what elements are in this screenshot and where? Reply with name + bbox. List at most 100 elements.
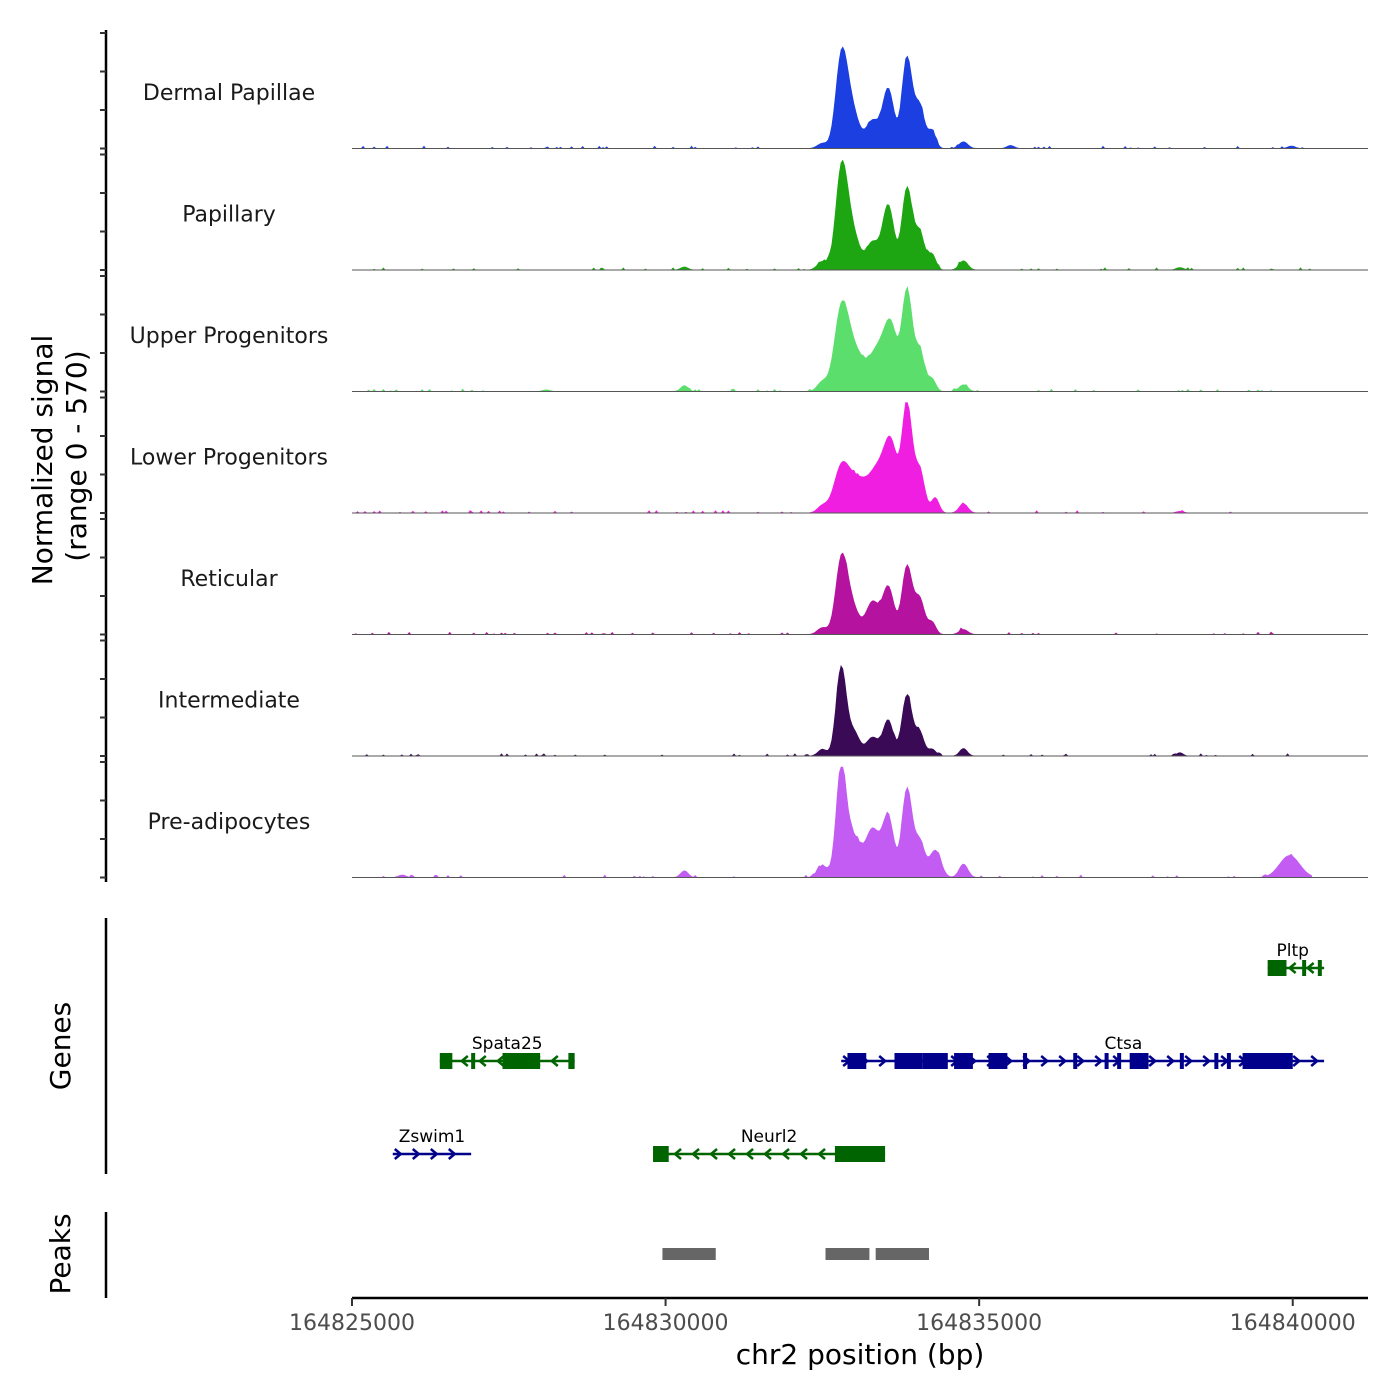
peaks-panel-label: Peaks bbox=[44, 1213, 77, 1294]
gene-spata25: Spata25 bbox=[439, 1034, 575, 1069]
gene-exon bbox=[847, 1053, 867, 1069]
gene-exon bbox=[471, 1053, 476, 1069]
track-label: Upper Progenitors bbox=[130, 324, 329, 349]
track-papillary: Papillary bbox=[182, 159, 1368, 271]
track-reticular: Reticular bbox=[180, 552, 1368, 635]
strand-arrow bbox=[1076, 1055, 1086, 1067]
gene-exon bbox=[1226, 1053, 1231, 1069]
gene-exon bbox=[1242, 1053, 1293, 1069]
signal-area bbox=[352, 285, 1312, 392]
gene-exon bbox=[1073, 1053, 1078, 1069]
track-label: Intermediate bbox=[158, 689, 300, 714]
strand-arrow bbox=[459, 1055, 469, 1067]
gene-exon bbox=[894, 1053, 923, 1069]
track-lower-progenitors: Lower Progenitors bbox=[130, 402, 1368, 514]
gene-exon bbox=[1023, 1053, 1028, 1069]
gene-exon bbox=[922, 1053, 948, 1069]
x-tick-label: 164835000 bbox=[916, 1311, 1042, 1336]
y-axis-title: Normalized signal bbox=[26, 335, 59, 586]
gene-pltp: Pltp bbox=[1267, 941, 1325, 976]
strand-arrow bbox=[393, 1148, 403, 1160]
signal-panel: Dermal Papillae Papillary Upper Progenitor… bbox=[100, 30, 1368, 882]
x-tick-label: 164830000 bbox=[603, 1311, 729, 1336]
strand-arrow bbox=[495, 1055, 505, 1067]
track-pre-adipocytes: Pre-adipocytes bbox=[148, 766, 1368, 878]
gene-exon bbox=[1267, 960, 1287, 976]
strand-arrow bbox=[1287, 962, 1297, 974]
track-label: Dermal Papillae bbox=[143, 81, 315, 106]
x-tick-label: 164825000 bbox=[289, 1311, 415, 1336]
gene-exon bbox=[988, 1053, 1008, 1069]
strand-arrow bbox=[1058, 1055, 1068, 1067]
strand-arrow bbox=[691, 1148, 700, 1160]
strand-arrow bbox=[1202, 1055, 1212, 1067]
strand-arrow bbox=[817, 1148, 826, 1160]
strand-arrow bbox=[477, 1055, 487, 1067]
gene-exon bbox=[1104, 1053, 1109, 1069]
x-axis-title: chr2 position (bp) bbox=[736, 1338, 985, 1371]
gene-exon bbox=[954, 1053, 973, 1069]
track-label: Reticular bbox=[180, 567, 278, 592]
gene-exon bbox=[1214, 1053, 1219, 1069]
gene-exon bbox=[439, 1053, 453, 1069]
track-intermediate: Intermediate bbox=[158, 665, 1368, 757]
gene-exon bbox=[502, 1053, 541, 1069]
gene-label: Pltp bbox=[1277, 941, 1309, 961]
track-upper-progenitors: Upper Progenitors bbox=[130, 285, 1368, 392]
gene-exon bbox=[834, 1146, 886, 1162]
signal-area bbox=[352, 766, 1312, 878]
strand-arrow bbox=[1184, 1055, 1194, 1067]
gene-ctsa: Ctsa bbox=[841, 1034, 1325, 1069]
x-tick-label: 164840000 bbox=[1230, 1311, 1356, 1336]
gene-exon bbox=[1129, 1053, 1149, 1069]
gene-exon bbox=[653, 1146, 669, 1162]
strand-arrow bbox=[763, 1148, 772, 1160]
gene-neurl2: Neurl2 bbox=[653, 1127, 886, 1162]
strand-arrow bbox=[878, 1055, 888, 1067]
strand-arrow bbox=[1040, 1055, 1050, 1067]
strand-arrow bbox=[781, 1148, 790, 1160]
x-axis: 164825000 164830000 164835000 164840000 bbox=[289, 1296, 1368, 1336]
strand-arrow bbox=[1305, 962, 1315, 974]
gene-exon bbox=[1179, 1053, 1184, 1069]
signal-area bbox=[352, 159, 1312, 271]
strand-arrow bbox=[745, 1148, 754, 1160]
gene-exon bbox=[1317, 960, 1322, 976]
track-label: Lower Progenitors bbox=[130, 446, 328, 471]
signal-area bbox=[352, 402, 1312, 514]
gene-label: Spata25 bbox=[472, 1034, 543, 1054]
strand-arrow bbox=[727, 1148, 736, 1160]
strand-arrow bbox=[799, 1148, 808, 1160]
peaks-panel bbox=[104, 1212, 929, 1298]
peak-region bbox=[825, 1248, 870, 1260]
strand-arrow bbox=[673, 1148, 682, 1160]
strand-arrow bbox=[411, 1148, 421, 1160]
peak-region bbox=[662, 1248, 716, 1260]
gene-exon bbox=[1302, 960, 1307, 976]
gene-label: Ctsa bbox=[1105, 1034, 1143, 1054]
signal-area bbox=[352, 46, 1312, 149]
gene-exon bbox=[1117, 1053, 1122, 1069]
strand-arrow bbox=[447, 1148, 457, 1160]
gene-exon bbox=[568, 1053, 575, 1069]
strand-arrow bbox=[1310, 1055, 1320, 1067]
strand-arrow bbox=[1094, 1055, 1104, 1067]
gene-label: Zswim1 bbox=[399, 1127, 466, 1147]
strand-arrow bbox=[549, 1055, 559, 1067]
peak-region bbox=[875, 1248, 929, 1260]
strand-arrow bbox=[429, 1148, 439, 1160]
genes-panel: Pltp Spata25 Ctsa Zswim1 Neurl2 bbox=[104, 918, 1325, 1174]
track-dermal-papillae: Dermal Papillae bbox=[143, 46, 1368, 149]
signal-area bbox=[352, 552, 1312, 635]
signal-area bbox=[352, 665, 1312, 757]
gene-zswim1: Zswim1 bbox=[392, 1127, 472, 1160]
track-label: Pre-adipocytes bbox=[148, 810, 311, 835]
track-label: Papillary bbox=[182, 203, 276, 228]
strand-arrow bbox=[1166, 1055, 1176, 1067]
strand-arrow bbox=[1148, 1055, 1158, 1067]
y-axis-subtitle: (range 0 - 570) bbox=[60, 350, 93, 561]
strand-arrow bbox=[1292, 1055, 1302, 1067]
genes-panel-label: Genes bbox=[44, 1002, 77, 1090]
gene-label: Neurl2 bbox=[741, 1127, 797, 1147]
